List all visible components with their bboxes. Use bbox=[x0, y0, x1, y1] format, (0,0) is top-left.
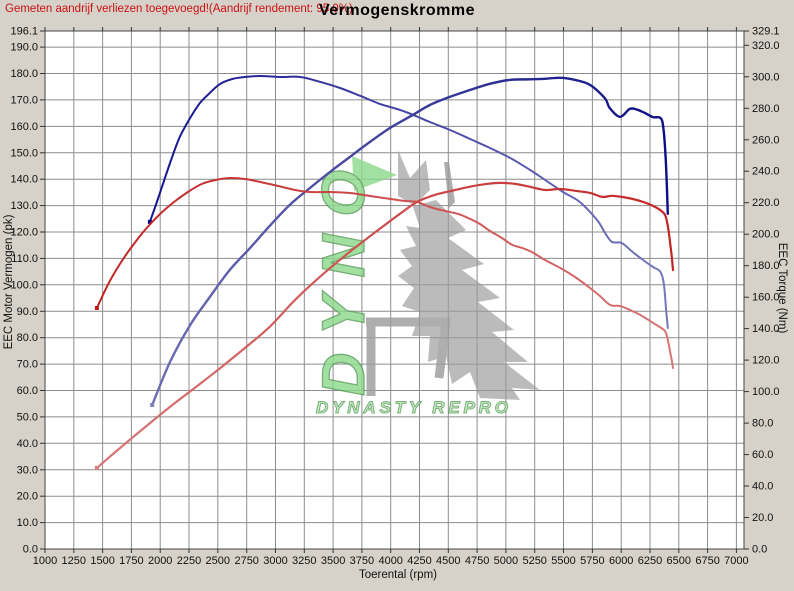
svg-text:20.0: 20.0 bbox=[17, 491, 38, 503]
svg-text:80.0: 80.0 bbox=[17, 332, 38, 344]
watermark-subtitle-text: DYNASTY REPRO bbox=[316, 398, 512, 417]
svg-text:5250: 5250 bbox=[522, 555, 546, 567]
right-axis-labels: 329.1 320.0 300.0 280.0 260.0 240.0 220.0 200.0… bbox=[752, 26, 780, 556]
plot-area bbox=[45, 31, 744, 549]
x-axis-title: Toerental (rpm) bbox=[359, 569, 437, 581]
svg-text:180.0: 180.0 bbox=[10, 68, 38, 80]
power-curve-original-start-marker bbox=[94, 465, 99, 470]
svg-text:7000: 7000 bbox=[724, 555, 748, 567]
svg-text:100.0: 100.0 bbox=[752, 386, 780, 398]
svg-text:30.0: 30.0 bbox=[17, 464, 38, 476]
svg-text:130.0: 130.0 bbox=[10, 200, 38, 212]
svg-text:2000: 2000 bbox=[148, 555, 172, 567]
svg-text:90.0: 90.0 bbox=[17, 306, 38, 318]
svg-text:6250: 6250 bbox=[638, 555, 662, 567]
power-curve-original bbox=[95, 181, 675, 469]
svg-text:40.0: 40.0 bbox=[17, 438, 38, 450]
svg-text:120.0: 120.0 bbox=[10, 227, 38, 239]
logo-bracket-icon bbox=[366, 317, 452, 396]
svg-text:3750: 3750 bbox=[350, 555, 374, 567]
svg-text:3000: 3000 bbox=[263, 555, 287, 567]
svg-text:240.0: 240.0 bbox=[752, 166, 780, 178]
svg-text:0.0: 0.0 bbox=[23, 544, 38, 556]
page-title: Vermogenskromme bbox=[318, 2, 475, 19]
svg-text:3250: 3250 bbox=[292, 555, 316, 567]
svg-text:260.0: 260.0 bbox=[752, 134, 780, 146]
svg-text:1750: 1750 bbox=[119, 555, 143, 567]
svg-text:5000: 5000 bbox=[494, 555, 518, 567]
svg-text:180.0: 180.0 bbox=[752, 260, 780, 272]
svg-text:200.0: 200.0 bbox=[752, 229, 780, 241]
svg-text:280.0: 280.0 bbox=[752, 103, 780, 115]
svg-text:4750: 4750 bbox=[465, 555, 489, 567]
svg-text:6000: 6000 bbox=[609, 555, 633, 567]
plot-border bbox=[44, 30, 745, 550]
svg-text:50.0: 50.0 bbox=[17, 411, 38, 423]
svg-text:70.0: 70.0 bbox=[17, 359, 38, 371]
svg-text:160.0: 160.0 bbox=[752, 292, 780, 304]
svg-text:4500: 4500 bbox=[436, 555, 460, 567]
svg-text:140.0: 140.0 bbox=[10, 174, 38, 186]
dragon-logo-icon bbox=[398, 150, 540, 400]
svg-text:120.0: 120.0 bbox=[752, 355, 780, 367]
svg-text:150.0: 150.0 bbox=[10, 147, 38, 159]
left-axis-title: EEC Motor Vermogen (pk) bbox=[3, 214, 15, 349]
drivetrain-loss-note: Gemeten aandrijf verliezen toegevoegd!(A… bbox=[5, 3, 353, 15]
tick-marks bbox=[40, 27, 749, 553]
svg-text:220.0: 220.0 bbox=[752, 197, 780, 209]
svg-text:0.0: 0.0 bbox=[752, 544, 767, 556]
right-axis-title: EEC Torque (Nm) bbox=[776, 243, 788, 334]
svg-text:170.0: 170.0 bbox=[10, 94, 38, 106]
svg-text:1250: 1250 bbox=[62, 555, 86, 567]
svg-text:3500: 3500 bbox=[321, 555, 345, 567]
svg-text:2250: 2250 bbox=[177, 555, 201, 567]
svg-text:196.1: 196.1 bbox=[10, 26, 38, 38]
dragon-whisker-icon bbox=[444, 162, 455, 208]
torque-curve-original bbox=[95, 176, 674, 369]
svg-text:140.0: 140.0 bbox=[752, 323, 780, 335]
svg-text:329.1: 329.1 bbox=[752, 26, 780, 38]
svg-text:40.0: 40.0 bbox=[752, 481, 773, 493]
power-curve-tuned bbox=[151, 76, 669, 407]
svg-text:1000: 1000 bbox=[33, 555, 57, 567]
svg-text:10.0: 10.0 bbox=[17, 517, 38, 529]
torque-curve-original-start-marker bbox=[94, 306, 99, 310]
svg-text:20.0: 20.0 bbox=[752, 512, 773, 524]
left-axis-labels: 196.1 190.0 180.0 170.0 160.0 150.0 140.0 130.0… bbox=[10, 26, 38, 556]
svg-text:80.0: 80.0 bbox=[752, 418, 773, 430]
torque-curve-tuned-start-marker bbox=[147, 219, 152, 224]
svg-text:300.0: 300.0 bbox=[752, 71, 780, 83]
svg-text:60.0: 60.0 bbox=[752, 449, 773, 461]
grid bbox=[44, 30, 744, 550]
svg-text:320.0: 320.0 bbox=[752, 40, 780, 52]
svg-text:190.0: 190.0 bbox=[10, 42, 38, 54]
svg-text:100.0: 100.0 bbox=[10, 279, 38, 291]
power-curve-tuned-start-marker bbox=[150, 403, 155, 407]
svg-text:4250: 4250 bbox=[407, 555, 431, 567]
svg-text:2750: 2750 bbox=[234, 555, 258, 567]
svg-text:160.0: 160.0 bbox=[10, 121, 38, 133]
svg-text:6750: 6750 bbox=[695, 555, 719, 567]
svg-text:110.0: 110.0 bbox=[11, 253, 38, 265]
svg-text:4000: 4000 bbox=[378, 555, 402, 567]
svg-text:6500: 6500 bbox=[667, 555, 691, 567]
logo-triangle-icon bbox=[352, 156, 397, 191]
svg-text:1500: 1500 bbox=[90, 555, 114, 567]
svg-text:60.0: 60.0 bbox=[17, 385, 38, 397]
x-axis-labels: 1000 1250 1500 1750 2000 2250 2500 2750 3000 3250… bbox=[33, 555, 749, 567]
svg-text:2500: 2500 bbox=[206, 555, 230, 567]
svg-text:5500: 5500 bbox=[551, 555, 575, 567]
torque-curve-tuned bbox=[148, 75, 669, 329]
svg-text:5750: 5750 bbox=[580, 555, 604, 567]
